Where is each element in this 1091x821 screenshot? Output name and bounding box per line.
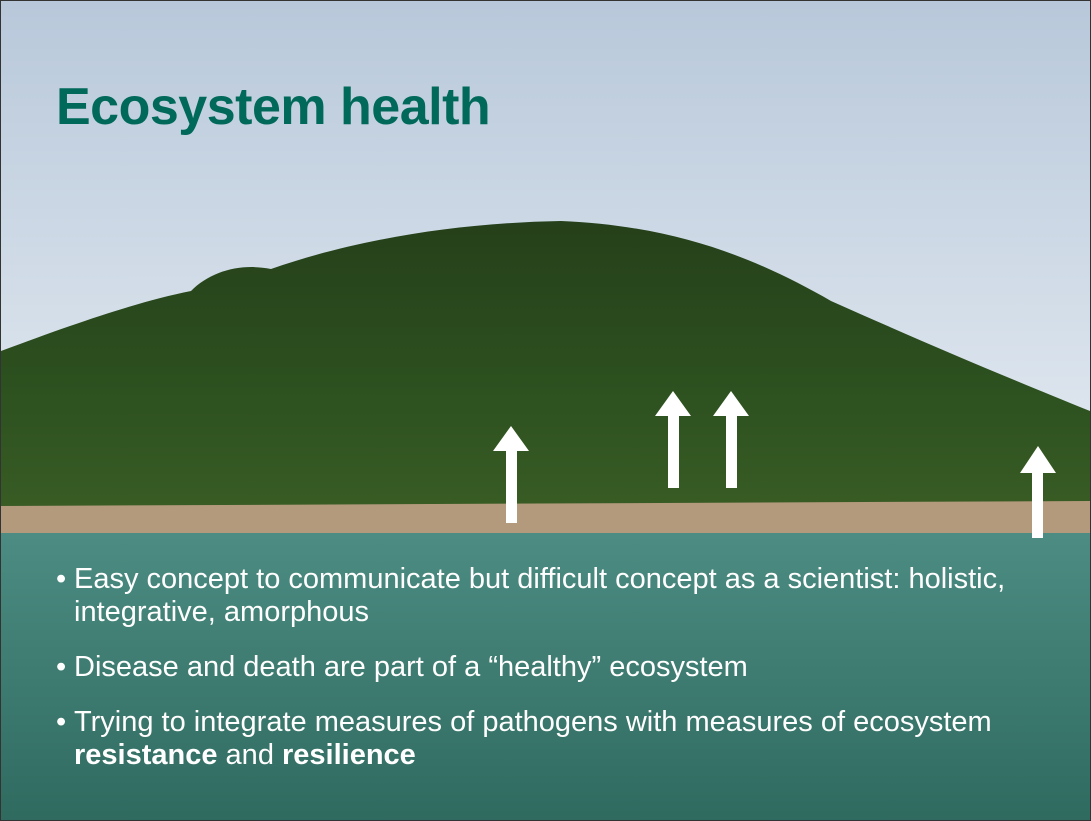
bullet-text: Easy concept to communicate but difficul… [74, 563, 1005, 628]
bullet-text: and [218, 739, 283, 771]
bullet: Disease and death are part of a “healthy… [56, 651, 1056, 684]
bullet-text: Trying to integrate measures of pathogen… [74, 706, 992, 738]
bullet: Trying to integrate measures of pathogen… [56, 706, 1056, 772]
bullet-list: Easy concept to communicate but difficul… [56, 563, 1056, 794]
slide-title: Ecosystem health [56, 77, 490, 137]
slide: Ecosystem health Easy concept to communi… [0, 0, 1091, 821]
bold-text: resilience [282, 739, 416, 771]
bullet: Easy concept to communicate but difficul… [56, 563, 1056, 629]
bullet-text: Disease and death are part of a “healthy… [74, 651, 748, 683]
bold-text: resistance [74, 739, 218, 771]
